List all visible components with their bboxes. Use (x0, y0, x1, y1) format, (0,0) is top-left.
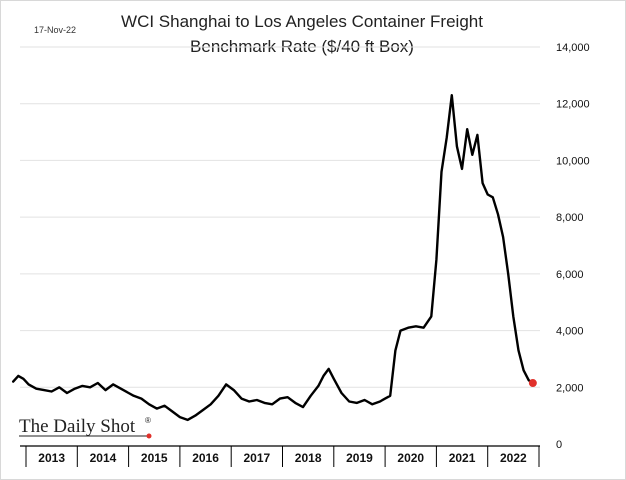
y-tick-label: 12,000 (556, 99, 590, 111)
y-axis-tick-labels: 0 2,000 4,000 6,000 8,000 10,000 12,000 14,000 (556, 42, 590, 451)
y-tick-label: 8,000 (556, 212, 584, 224)
x-axis: 2013 2014 2015 2016 2017 2018 2019 2020 2021 2022 (20, 445, 540, 467)
brand-logo: The Daily Shot ® (19, 416, 152, 439)
x-tick-label: 2014 (90, 451, 117, 465)
x-tick-label: 2017 (243, 451, 270, 465)
gridlines (20, 46, 540, 388)
x-tick-label: 2013 (38, 451, 65, 465)
y-tick-label: 0 (556, 439, 562, 451)
brand-text: The Daily Shot (19, 416, 136, 437)
x-tick-label: 2016 (192, 451, 219, 465)
x-tick-label: 2019 (346, 451, 373, 465)
date-label: 17-Nov-22 (34, 25, 76, 35)
x-tick-label: 2018 (295, 451, 322, 465)
x-tick-label: 2020 (397, 451, 424, 465)
x-tick-label: 2022 (500, 451, 527, 465)
y-tick-label: 14,000 (556, 42, 590, 54)
y-tick-label: 10,000 (556, 155, 590, 167)
chart-title: WCI Shanghai to Los Angeles Container Fr… (121, 12, 483, 31)
x-tick-label: 2021 (449, 451, 476, 465)
latest-value-marker (528, 379, 537, 388)
y-tick-label: 2,000 (556, 382, 584, 394)
x-tick-label: 2015 (141, 451, 168, 465)
brand-mark: ® (145, 416, 151, 425)
series-line (11, 93, 534, 422)
brand-dot (146, 433, 152, 439)
series-layer (11, 93, 537, 422)
y-tick-label: 4,000 (556, 326, 584, 338)
y-tick-label: 6,000 (556, 269, 584, 281)
